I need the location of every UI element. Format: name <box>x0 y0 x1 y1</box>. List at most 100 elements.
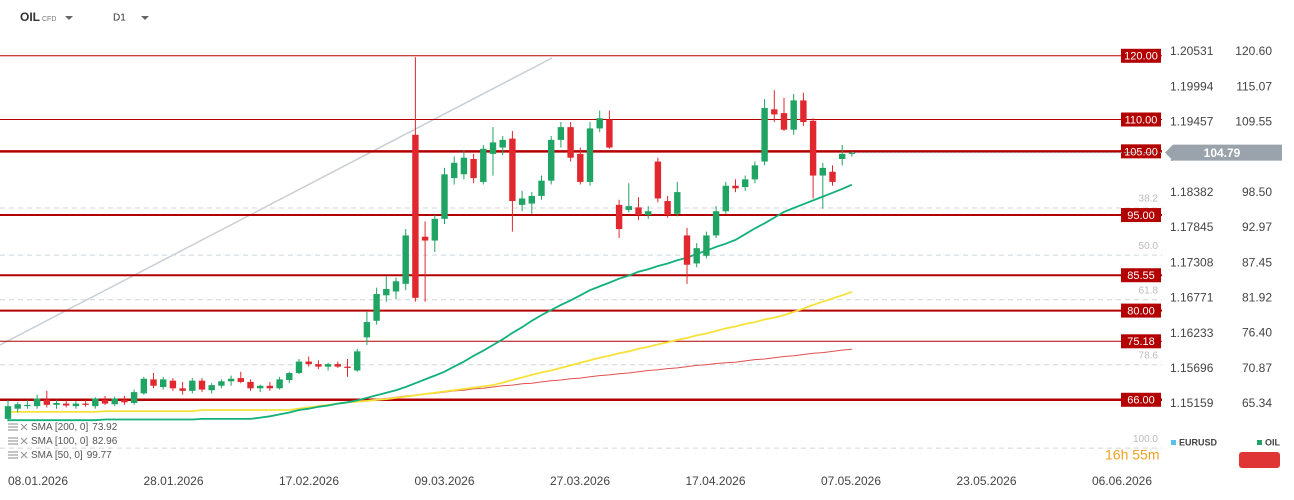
candle-body <box>528 195 535 204</box>
candle-body <box>761 108 768 162</box>
candle-body <box>33 398 41 407</box>
y-tick-label: 92.97 <box>1242 220 1272 234</box>
legend-icon <box>8 451 18 459</box>
candle-body <box>392 281 400 292</box>
candle-body <box>72 403 80 407</box>
candle-body <box>848 152 856 154</box>
candle-body <box>489 142 497 154</box>
candle-body <box>363 322 371 338</box>
timer: 16h 55m <box>1105 447 1159 463</box>
candle-body <box>383 288 390 296</box>
legend-close[interactable] <box>20 423 28 431</box>
candle-body <box>276 379 283 389</box>
dropdown-caret[interactable] <box>141 16 149 20</box>
level-label: 66.00 <box>1127 395 1155 407</box>
action-button[interactable] <box>1239 452 1280 468</box>
candle-body <box>334 364 341 367</box>
candle-body <box>286 373 293 381</box>
y-tick-label: 76.40 <box>1242 326 1272 340</box>
x-tick-label: 08.01.2026 <box>8 474 68 488</box>
x-tick-label: 17.02.2026 <box>279 474 339 488</box>
candle-body <box>160 379 167 388</box>
price-tag <box>1165 144 1282 161</box>
level-label: 80.00 <box>1127 306 1155 318</box>
candle-body <box>63 403 70 406</box>
candle-body <box>712 211 720 236</box>
level-tag <box>1121 303 1161 318</box>
sma-legend: SMA [50, 0] 99.77 <box>31 450 112 461</box>
candle-body <box>615 204 623 230</box>
candle-body <box>247 381 254 389</box>
candle-body <box>625 206 632 210</box>
sma-value: 99.77 <box>87 450 112 461</box>
sma-value: 73.92 <box>92 422 117 433</box>
x-tick-label: 09.03.2026 <box>414 474 474 488</box>
candle-body <box>567 127 574 158</box>
sma-name: SMA [200, 0] <box>31 422 88 433</box>
candle-body <box>179 388 186 391</box>
candle-body <box>53 402 60 405</box>
candle-body <box>606 119 613 148</box>
legend-close[interactable] <box>20 437 28 445</box>
candle-body <box>344 366 351 368</box>
candle-body <box>451 162 458 179</box>
y-tick-label: 98.50 <box>1242 185 1272 199</box>
candle-body <box>14 404 21 409</box>
y2-tick-label: 1.18382 <box>1170 185 1214 199</box>
candle-body <box>295 361 303 374</box>
candle-body <box>509 138 516 202</box>
candle-body <box>237 378 244 382</box>
sma-line <box>8 290 853 413</box>
candle-body <box>101 399 109 404</box>
y-tick-label: 87.45 <box>1242 255 1272 269</box>
legend-icon <box>8 437 18 445</box>
candle-body <box>548 139 555 181</box>
candle-body <box>373 294 380 321</box>
symbol[interactable]: OIL <box>20 10 40 24</box>
candle-body <box>441 174 448 219</box>
legend-label: EURUSD <box>1179 437 1218 447</box>
candle-body <box>480 148 487 182</box>
y-tick-label: 109.55 <box>1235 115 1272 129</box>
candle-body <box>198 380 206 390</box>
candle-body <box>586 128 594 182</box>
sma-name: SMA [50, 0] <box>31 450 83 461</box>
candle-body <box>771 109 778 115</box>
candle-body <box>780 113 788 130</box>
candle-body <box>732 185 739 189</box>
sma-line <box>8 183 853 422</box>
candle-body <box>683 235 691 265</box>
candle-body <box>43 399 50 405</box>
candle-body <box>538 180 545 196</box>
candle-body <box>664 201 671 216</box>
candle-body <box>460 157 468 175</box>
candle-body <box>227 378 235 382</box>
level-tag <box>1121 144 1161 159</box>
candle-body <box>557 127 565 140</box>
candle-body <box>130 392 138 403</box>
candle-body <box>208 385 215 391</box>
y2-tick-label: 1.17308 <box>1170 255 1214 269</box>
y2-tick-label: 1.16233 <box>1170 326 1214 340</box>
candle-body <box>674 192 681 214</box>
candle-body <box>305 361 312 365</box>
legend-close[interactable] <box>20 451 28 459</box>
interval[interactable]: D1 <box>113 13 126 24</box>
candle-body <box>402 235 409 284</box>
y2-tick-label: 1.16771 <box>1170 291 1214 305</box>
candle-body <box>790 100 797 130</box>
level-tag <box>1121 112 1161 127</box>
candle-body <box>4 406 12 419</box>
fib-label: 38.2 <box>1139 194 1159 205</box>
candle-body <box>596 118 603 129</box>
dropdown-caret[interactable] <box>65 16 73 20</box>
level-label: 75.18 <box>1127 336 1155 348</box>
legend-label: OIL <box>1265 437 1281 447</box>
y2-tick-label: 1.20531 <box>1170 44 1214 58</box>
x-tick-label: 06.06.2026 <box>1092 474 1152 488</box>
legend-swatch <box>1257 440 1262 445</box>
candle-body <box>751 165 759 180</box>
trend-line <box>0 57 553 346</box>
level-tag <box>1121 48 1161 63</box>
fib-label: 50.0 <box>1139 241 1159 252</box>
